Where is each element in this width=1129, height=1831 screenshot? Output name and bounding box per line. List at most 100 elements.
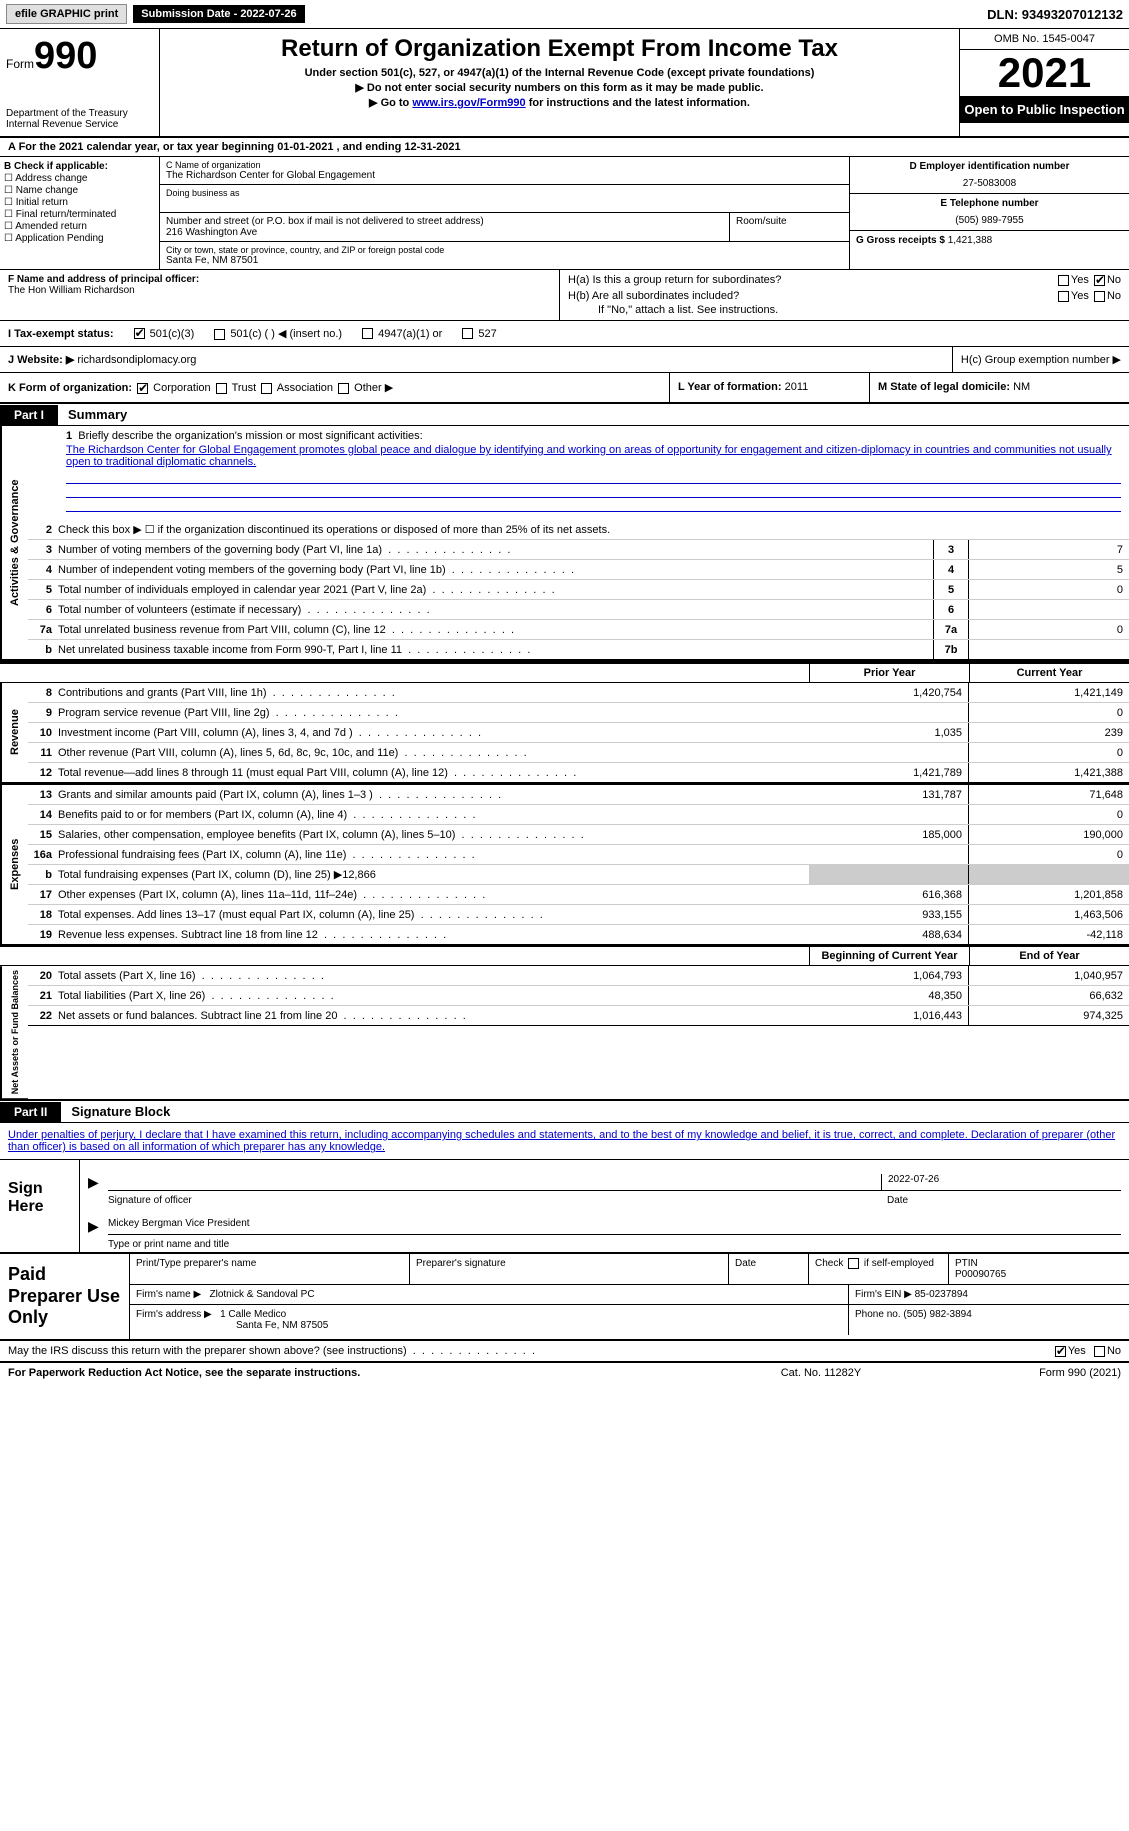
vlabel-netassets: Net Assets or Fund Balances — [0, 966, 28, 1099]
line-16a: 16a Professional fundraising fees (Part … — [28, 845, 1129, 865]
blank-line — [66, 498, 1121, 512]
col-c-org-info: C Name of organization The Richardson Ce… — [160, 157, 849, 269]
line-17: 17 Other expenses (Part IX, column (A), … — [28, 885, 1129, 905]
discuss-with-preparer: May the IRS discuss this return with the… — [0, 1341, 1129, 1363]
row-k-l-m: K Form of organization: Corporation Trus… — [0, 373, 1129, 404]
submission-date: Submission Date - 2022-07-26 — [133, 5, 304, 23]
line-3: 3 Number of voting members of the govern… — [28, 540, 1129, 560]
prior-current-header: Prior Year Current Year — [0, 662, 1129, 683]
state-domicile: NM — [1013, 381, 1030, 393]
date-label: Date — [881, 1195, 1121, 1206]
topbar: efile GRAPHIC print Submission Date - 20… — [0, 0, 1129, 29]
vlabel-expenses: Expenses — [0, 785, 28, 945]
dln: DLN: 93493207012132 — [987, 7, 1123, 22]
part1-header: Part I Summary — [0, 404, 1129, 426]
principal-officer-label: F Name and address of principal officer: — [8, 274, 199, 285]
form-number: Form990 — [6, 35, 153, 78]
chk-app-pending[interactable]: ☐ Application Pending — [4, 233, 155, 244]
chk-amended[interactable]: ☐ Amended return — [4, 221, 155, 232]
paid-preparer-block: Paid Preparer Use Only Print/Type prepar… — [0, 1254, 1129, 1341]
paperwork-notice: For Paperwork Reduction Act Notice, see … — [8, 1367, 721, 1379]
chk-501c[interactable]: 501(c) ( ) ◀ (insert no.) — [212, 327, 342, 340]
line-18: 18 Total expenses. Add lines 13–17 (must… — [28, 905, 1129, 925]
tel-label: E Telephone number — [856, 198, 1123, 209]
col-d-ein-tel: D Employer identification number 27-5083… — [849, 157, 1129, 269]
subtitle-3: Go to www.irs.gov/Form990 for instructio… — [170, 96, 949, 109]
officer-name-title: Mickey Bergman Vice President — [108, 1218, 1121, 1235]
line-6: 6 Total number of volunteers (estimate i… — [28, 600, 1129, 620]
city-state-zip: Santa Fe, NM 87501 — [166, 255, 843, 266]
subtitle-2: Do not enter social security numbers on … — [170, 81, 949, 94]
chk-initial-return[interactable]: ☐ Initial return — [4, 197, 155, 208]
prep-date-label: Date — [729, 1254, 809, 1284]
chk-trust[interactable]: Trust — [214, 382, 257, 394]
line-21: 21 Total liabilities (Part X, line 26) 4… — [28, 986, 1129, 1006]
ha-group-return: H(a) Is this a group return for subordin… — [568, 274, 1121, 286]
firm-addr1: 1 Calle Medico — [220, 1309, 286, 1320]
boc-eoy-header: Beginning of Current Year End of Year — [0, 945, 1129, 966]
firm-addr-label: Firm's address ▶ — [136, 1309, 212, 1320]
section-b-c-d: B Check if applicable: ☐ Address change … — [0, 157, 1129, 270]
firm-addr2: Santa Fe, NM 87505 — [236, 1320, 328, 1331]
open-to-public: Open to Public Inspection — [960, 96, 1129, 123]
form-header: Form990 Department of the Treasury Inter… — [0, 29, 1129, 138]
sig-date: 2022-07-26 — [881, 1174, 1121, 1191]
footer: For Paperwork Reduction Act Notice, see … — [0, 1363, 1129, 1383]
line-b: b Total fundraising expenses (Part IX, c… — [28, 865, 1129, 885]
gross-value: 1,421,388 — [948, 235, 993, 246]
org-name-label: C Name of organization — [166, 160, 843, 170]
chk-name-change[interactable]: ☐ Name change — [4, 185, 155, 196]
sig-officer-label: Signature of officer — [108, 1195, 881, 1206]
line-1-mission: 1 Briefly describe the organization's mi… — [28, 426, 1129, 470]
line-9: 9 Program service revenue (Part VIII, li… — [28, 703, 1129, 723]
cat-no: Cat. No. 11282Y — [721, 1367, 921, 1379]
firm-name-label: Firm's name ▶ — [136, 1289, 201, 1300]
ptin-label: PTIN — [955, 1258, 978, 1269]
line-13: 13 Grants and similar amounts paid (Part… — [28, 785, 1129, 805]
self-employed-check[interactable]: Check if self-employed — [809, 1254, 949, 1284]
form-title: Return of Organization Exempt From Incom… — [170, 35, 949, 63]
line-10: 10 Investment income (Part VIII, column … — [28, 723, 1129, 743]
subtitle-1: Under section 501(c), 527, or 4947(a)(1)… — [170, 67, 949, 79]
chk-4947[interactable]: 4947(a)(1) or — [360, 328, 442, 340]
name-title-label: Type or print name and title — [108, 1239, 1121, 1250]
chk-corp[interactable]: Corporation — [135, 382, 211, 394]
chk-501c3[interactable]: 501(c)(3) — [132, 328, 195, 340]
col-b-checkboxes: B Check if applicable: ☐ Address change … — [0, 157, 160, 269]
form-ref: Form 990 (2021) — [921, 1367, 1121, 1379]
chk-final-return[interactable]: ☐ Final return/terminated — [4, 209, 155, 220]
prep-sig-label: Preparer's signature — [410, 1254, 729, 1284]
chk-address-change[interactable]: ☐ Address change — [4, 173, 155, 184]
chk-other[interactable]: Other ▶ — [336, 382, 393, 394]
sign-here-block: Sign Here ▶ 2022-07-26 Signature of offi… — [0, 1160, 1129, 1254]
chk-assoc[interactable]: Association — [259, 382, 333, 394]
prep-name-label: Print/Type preparer's name — [130, 1254, 410, 1284]
irs-link[interactable]: www.irs.gov/Form990 — [412, 97, 525, 109]
line-7a: 7a Total unrelated business revenue from… — [28, 620, 1129, 640]
blank-line — [66, 484, 1121, 498]
discuss-no[interactable]: No — [1092, 1345, 1121, 1357]
city-label: City or town, state or province, country… — [166, 245, 843, 255]
tax-year: 2021 — [960, 50, 1129, 96]
firm-name: Zlotnick & Sandoval PC — [210, 1289, 315, 1300]
discuss-yes[interactable]: Yes — [1053, 1345, 1086, 1357]
line-20: 20 Total assets (Part X, line 16) 1,064,… — [28, 966, 1129, 986]
line-15: 15 Salaries, other compensation, employe… — [28, 825, 1129, 845]
line-5: 5 Total number of individuals employed i… — [28, 580, 1129, 600]
calendar-year-line: A For the 2021 calendar year, or tax yea… — [0, 138, 1129, 157]
hc-group-exemption: H(c) Group exemption number ▶ — [953, 347, 1129, 372]
efile-print-button[interactable]: efile GRAPHIC print — [6, 4, 127, 24]
line-b: b Net unrelated business taxable income … — [28, 640, 1129, 660]
line-2: 2 Check this box ▶ ☐ if the organization… — [28, 520, 1129, 540]
ptin-value: P00090765 — [955, 1269, 1006, 1280]
firm-ein: 85-0237894 — [915, 1289, 968, 1300]
chk-527[interactable]: 527 — [460, 328, 496, 340]
year-formation: 2011 — [785, 381, 809, 393]
line-11: 11 Other revenue (Part VIII, column (A),… — [28, 743, 1129, 763]
line-22: 22 Net assets or fund balances. Subtract… — [28, 1006, 1129, 1026]
hb-note: If "No," attach a list. See instructions… — [568, 304, 1121, 316]
tel-value: (505) 989-7955 — [856, 215, 1123, 226]
hb-subordinates: H(b) Are all subordinates included? Yes … — [568, 290, 1121, 302]
ein-value: 27-5083008 — [856, 178, 1123, 189]
addr-label: Number and street (or P.O. box if mail i… — [166, 216, 723, 227]
